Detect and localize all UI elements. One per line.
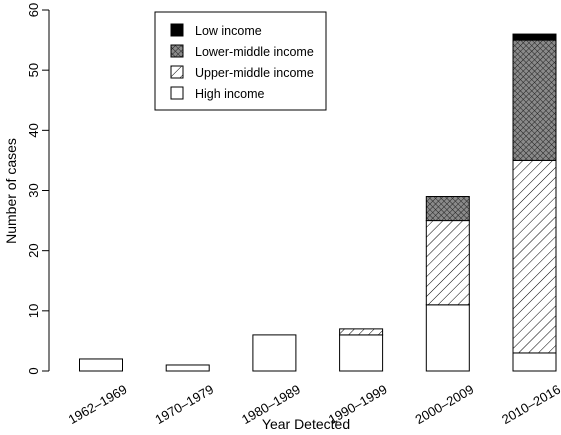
y-tick-label: 0 [26, 367, 41, 374]
y-tick-label: 40 [26, 123, 41, 137]
legend-label: Lower-middle income [195, 45, 314, 59]
y-tick-label: 20 [26, 243, 41, 257]
bar-segment-high-income [512, 352, 557, 372]
y-tick-label: 10 [26, 304, 41, 318]
y-axis-title: Number of cases [3, 138, 19, 244]
bar-segment-upper-middle-income [425, 220, 470, 306]
bar-segment-upper-middle-income [512, 159, 557, 354]
bars [79, 33, 557, 372]
y-tick-label: 60 [26, 3, 41, 17]
y-tick-label: 30 [26, 183, 41, 197]
legend: Low income Lower-middle income Upper-middl… [154, 11, 327, 111]
bar-segment-high-income [425, 304, 470, 372]
bar-segment-high-income [339, 334, 384, 372]
bar-segment-low-income [512, 33, 557, 41]
y-axis: 0 10 20 30 40 50 60 [26, 3, 50, 375]
y-tick-label: 50 [26, 63, 41, 77]
bar-segment-high-income [252, 334, 297, 372]
bar-segment-lower-middle-income [512, 39, 557, 161]
bar-segment-high-income [79, 358, 123, 372]
bar-segment-upper-middle-income [339, 328, 384, 336]
bar-segment-high-income [165, 364, 210, 372]
x-tick-label: 2010–2016 [499, 382, 561, 428]
x-tick-label: 2000–2009 [412, 382, 476, 428]
legend-swatch [170, 86, 184, 100]
x-axis-title: Year Detected [262, 416, 350, 432]
legend-label: Low income [195, 24, 262, 38]
x-tick-label: 1962–1969 [66, 382, 130, 428]
legend-swatch [170, 44, 184, 58]
legend-swatch [170, 23, 184, 37]
bar-segment-lower-middle-income [425, 196, 470, 222]
legend-swatch [170, 65, 184, 79]
legend-label: Upper-middle income [195, 66, 314, 80]
legend-label: High income [195, 87, 265, 101]
x-tick-label: 1970–1979 [152, 382, 216, 428]
